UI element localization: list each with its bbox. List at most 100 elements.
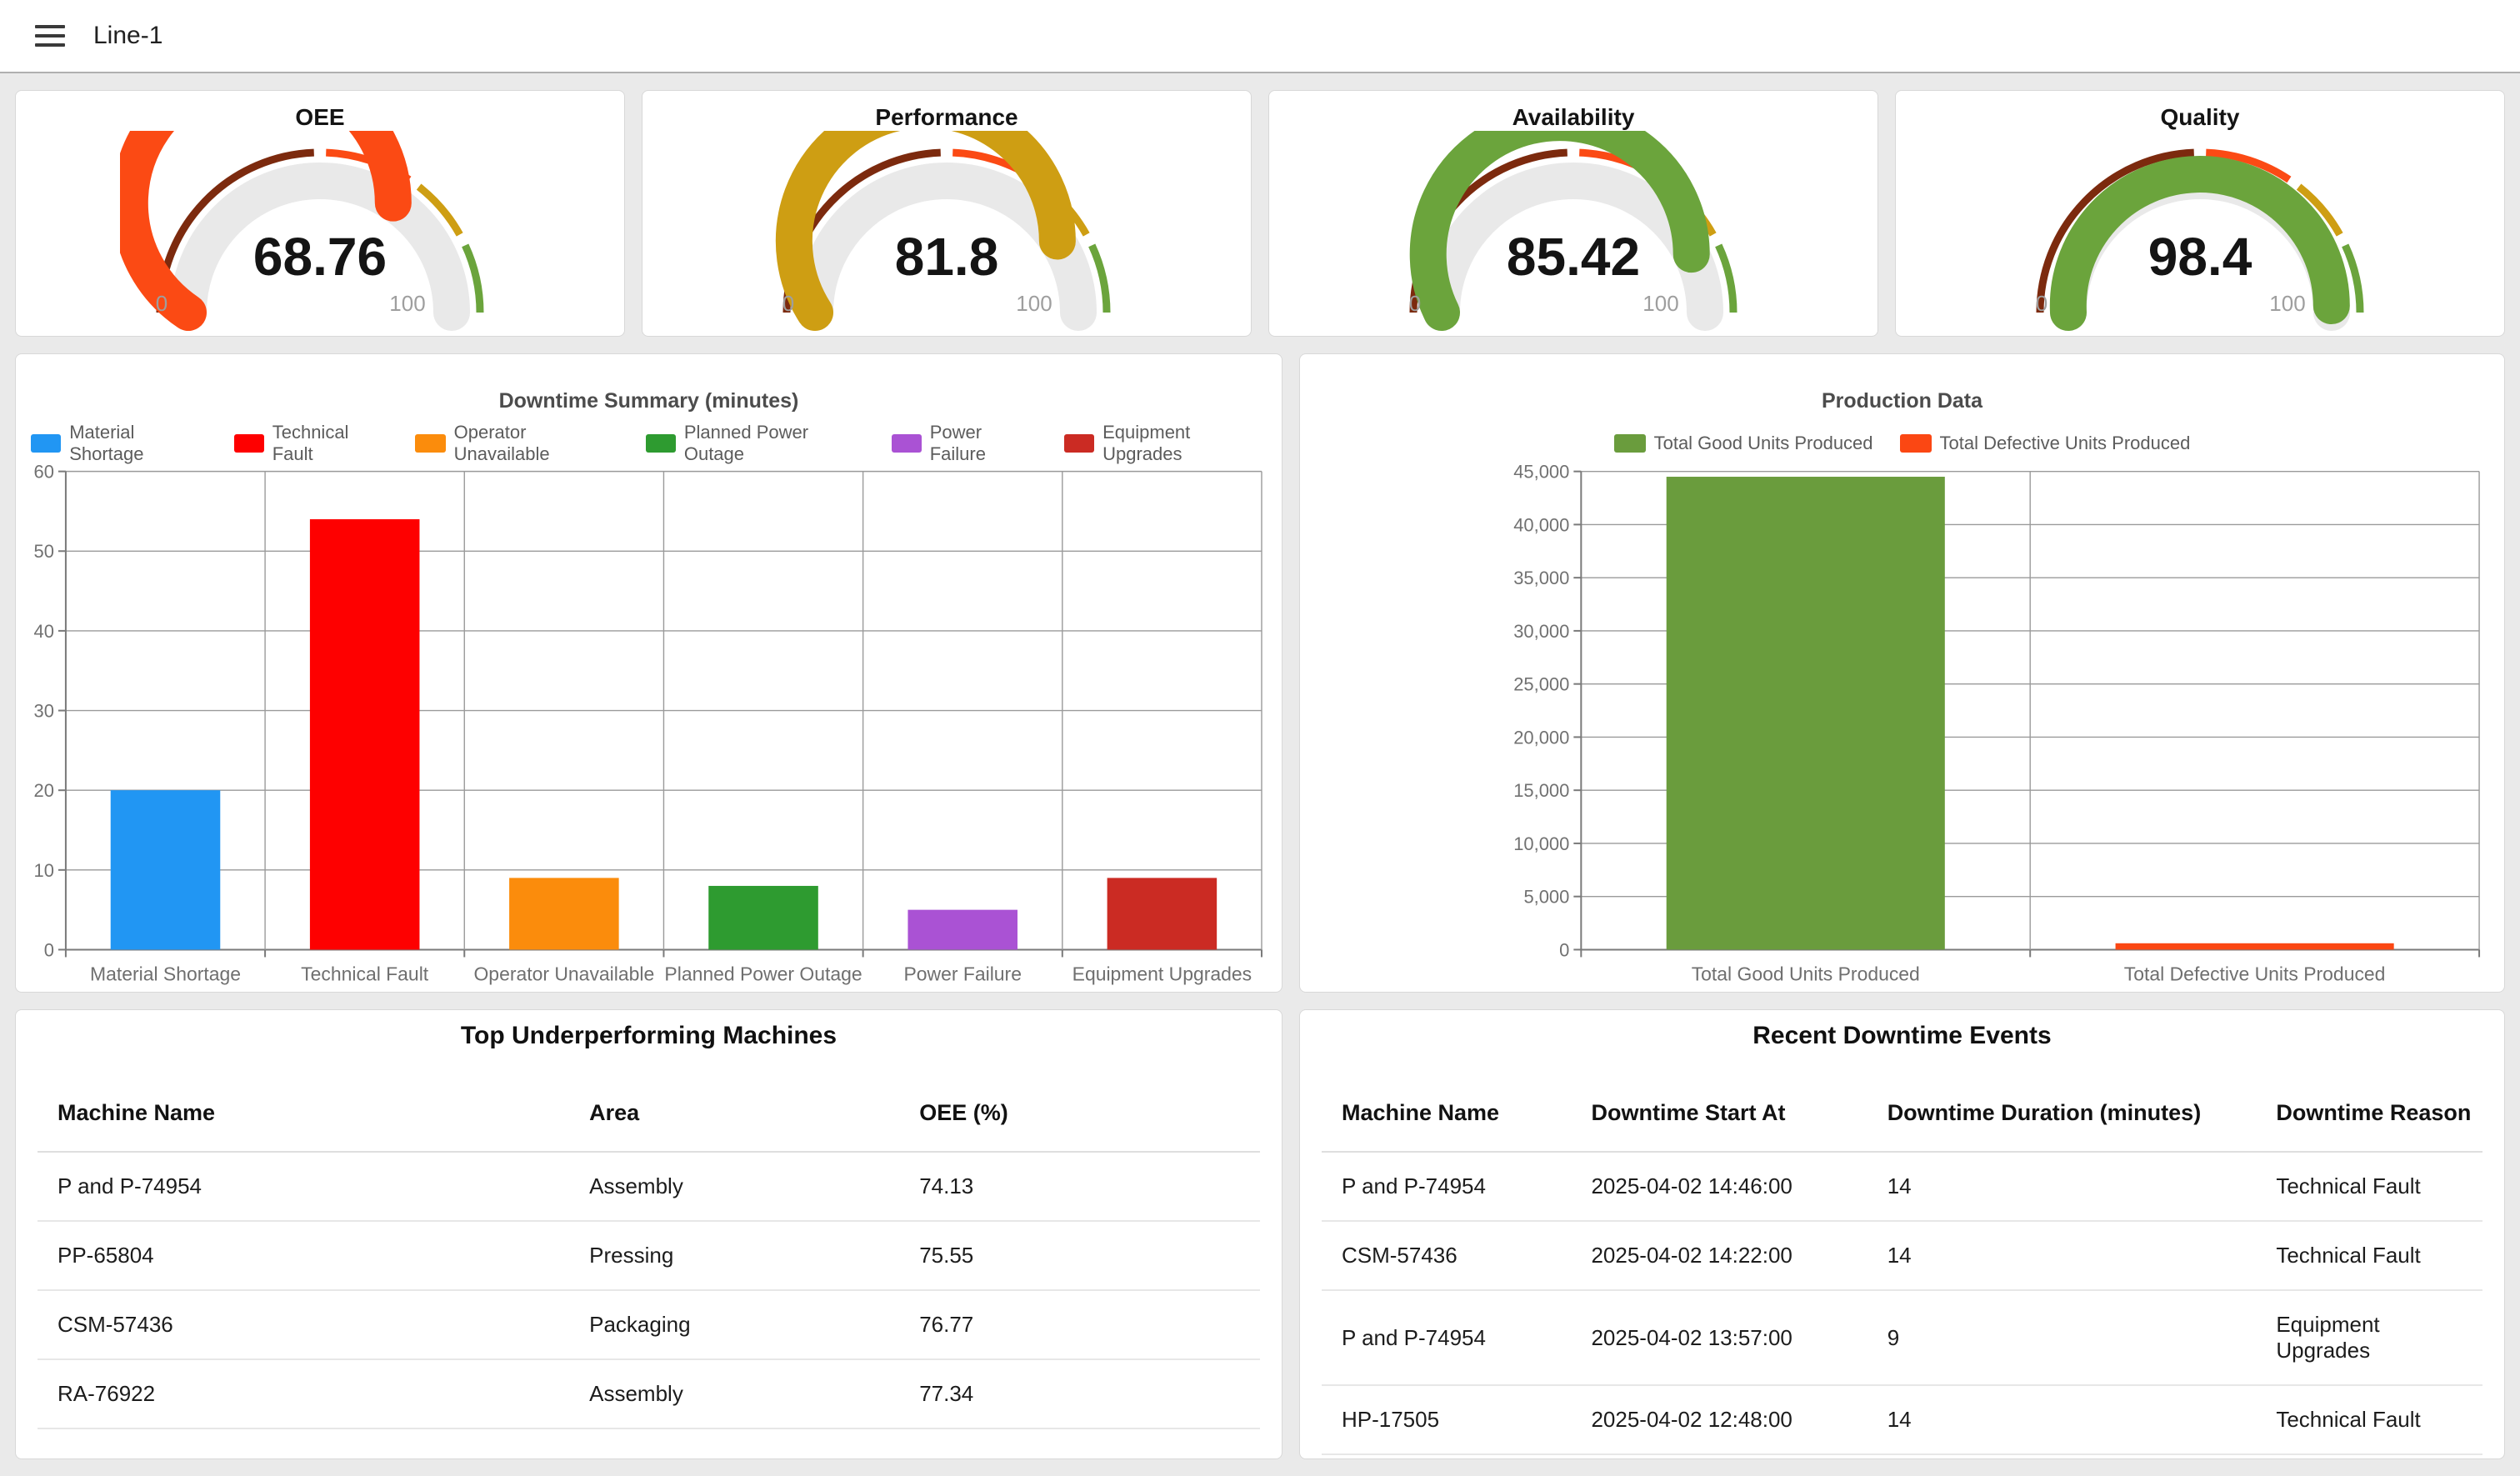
table-cell: Technical Fault	[2256, 1385, 2482, 1455]
legend-swatch	[891, 434, 922, 453]
legend-item-equipment-upgrades[interactable]: Equipment Upgrades	[1063, 422, 1267, 465]
legend-label: Total Defective Units Produced	[1939, 433, 2191, 453]
legend-item-power-failure[interactable]: Power Failure	[891, 422, 1038, 465]
gauge-value: 68.76	[253, 227, 387, 287]
gauge-band-ring	[2036, 148, 2364, 313]
gauge-title-performance: Performance	[875, 104, 1018, 130]
gauge-value: 98.4	[2148, 227, 2252, 287]
y-tick-label: 15,000	[1513, 780, 1569, 801]
bar-total-good-units-produced[interactable]	[1666, 477, 1945, 950]
y-tick-label: 40,000	[1513, 514, 1569, 535]
downtime-legend: Material Shortage Technical Fault Operator…	[31, 422, 1267, 464]
gauge-min-label: 0	[1409, 291, 1421, 316]
x-category-label: Planned Power Outage	[664, 963, 862, 984]
table-row: CSM-57436 2025-04-02 14:22:00 14 Technical …	[1321, 1221, 2482, 1291]
y-tick-label: 30,000	[1513, 621, 1569, 642]
y-tick-label: 0	[44, 939, 54, 960]
quality-gauge-chart[interactable]: 98.4 0 100	[2000, 131, 2400, 337]
legend-item-technical-fault[interactable]: Technical Fault	[233, 422, 389, 465]
table-cell: P and P-74954	[38, 1152, 570, 1222]
bar-technical-fault[interactable]	[309, 519, 420, 950]
gauge-title-availability: Availability	[1512, 104, 1635, 130]
y-tick-label: 25,000	[1513, 674, 1569, 695]
y-tick-label: 35,000	[1513, 568, 1569, 588]
gauge-row: OEE 68.76 0 100 Performance 81.8 0 100 Avail…	[15, 90, 2505, 337]
gauge-value-arc	[1409, 131, 1710, 331]
legend-swatch	[415, 434, 446, 453]
y-tick-label: 60	[34, 463, 54, 483]
table-cell: 74.13	[899, 1152, 1260, 1222]
bar-total-defective-units-produced[interactable]	[2115, 943, 2394, 950]
gridlines: 0 10 20 30 40 50 60	[34, 463, 1262, 960]
production-legend: Total Good Units Produced Total Defective…	[1315, 433, 2489, 454]
gauge-band	[462, 243, 484, 313]
bar-power-failure[interactable]	[908, 909, 1018, 950]
gauge-card-performance: Performance 81.8 0 100	[642, 90, 1252, 337]
gauge-track	[170, 163, 470, 331]
production-bar-chart[interactable]: 0 5,000 10,000 15,000 20,000 25,000 30,000 35,0…	[1315, 463, 2489, 993]
chart-title-production: Production Data	[1821, 389, 1983, 413]
page-title: Line-1	[93, 22, 163, 49]
table-cell: Technical Fault	[2256, 1152, 2482, 1222]
bar-equipment-upgrades[interactable]	[1107, 878, 1218, 950]
chart-row: Downtime Summary (minutes) Material Shor…	[15, 353, 2505, 993]
gauge-value-arc	[775, 131, 1076, 331]
table-cell: CSM-57436	[1321, 1221, 1572, 1291]
menu-button hamburger-icon[interactable]	[35, 25, 65, 47]
legend-label: Material Shortage	[69, 422, 144, 464]
legend-item-total-good-units-produced[interactable]: Total Good Units Produced	[1613, 433, 1873, 454]
availability-gauge-chart[interactable]: 85.42 0 100	[1373, 131, 1773, 337]
table-row: P and P-74954 2025-04-02 13:57:00 9 Equipme…	[1321, 1290, 2482, 1386]
gauge-title-quality: Quality	[2160, 104, 2240, 130]
column-header: Machine Name	[1321, 1075, 1572, 1153]
table-header-row: Machine Name Area OEE (%)	[38, 1075, 1260, 1153]
table-cell: 75.55	[899, 1221, 1260, 1291]
table-title-downtime-events: Recent Downtime Events	[1752, 1022, 2052, 1049]
table-cell: 14	[1867, 1221, 2257, 1291]
table-cell: Packaging	[569, 1290, 900, 1360]
table-cell: PP-65804	[38, 1221, 570, 1291]
column-header: Area	[569, 1075, 900, 1153]
legend-label: Equipment Upgrades	[1102, 422, 1191, 464]
legend-swatch	[233, 434, 264, 453]
oee-gauge-chart[interactable]: 68.76 0 100	[120, 131, 520, 337]
legend-item-material-shortage[interactable]: Material Shortage	[31, 422, 208, 465]
y-tick-label: 20	[34, 780, 54, 801]
bar-operator-unavailable[interactable]	[509, 878, 619, 950]
legend-swatch	[1899, 434, 1932, 453]
y-tick-label: 40	[34, 621, 54, 642]
y-tick-label: 50	[34, 541, 54, 562]
legend-label: Power Failure	[929, 422, 986, 464]
x-category-label: Total Good Units Produced	[1692, 963, 1920, 984]
legend-item-total-defective-units-produced[interactable]: Total Defective Units Produced	[1899, 433, 2191, 454]
y-tick-label: 30	[34, 701, 54, 722]
legend-item-planned-power-outage[interactable]: Planned Power Outage	[645, 422, 865, 465]
x-category-label: Equipment Upgrades	[1072, 963, 1252, 984]
bar-material-shortage[interactable]	[110, 790, 221, 950]
table-cell: Pressing	[569, 1221, 900, 1291]
table-cell: CSM-57436	[38, 1290, 570, 1360]
gauge-min-label: 0	[782, 291, 794, 316]
x-category-label: Operator Unavailable	[473, 963, 654, 984]
gridlines: 0 5,000 10,000 15,000 20,000 25,000 30,000 35,0…	[1513, 463, 2481, 960]
legend-swatch	[1063, 434, 1095, 453]
table-cell: 2025-04-02 14:46:00	[1571, 1152, 1868, 1222]
downtime-bar-chart[interactable]: 0 10 20 30 40 50 60 Material Shortage Technical …	[31, 463, 1267, 993]
table-cell: HP-17505	[1321, 1385, 1572, 1455]
gauge-min-label: 0	[2036, 291, 2048, 316]
legend-item-operator-unavailable[interactable]: Operator Unavailable	[415, 422, 618, 465]
table-row: P and P-74954 Assembly 74.13	[38, 1152, 1260, 1222]
gauge-title-oee: OEE	[295, 104, 345, 130]
chart-title-downtime: Downtime Summary (minutes)	[498, 389, 799, 413]
table-cell: 76.77	[899, 1290, 1260, 1360]
table-row: P and P-74954 2025-04-02 14:46:00 14 Techni…	[1321, 1152, 2482, 1222]
gauge-min-label: 0	[156, 291, 168, 316]
underperforming-machines-table: Machine Name Area OEE (%) P and P-74954 Asse…	[38, 1075, 1260, 1429]
performance-gauge-chart[interactable]: 81.8 0 100	[747, 131, 1147, 337]
column-header: Downtime Start At	[1571, 1075, 1868, 1153]
legend-swatch	[1613, 434, 1646, 453]
table-cell: 2025-04-02 13:57:00	[1571, 1290, 1868, 1386]
bar-planned-power-outage[interactable]	[708, 885, 818, 950]
table-cell: RA-76922	[38, 1359, 570, 1429]
legend-swatch	[645, 434, 676, 453]
